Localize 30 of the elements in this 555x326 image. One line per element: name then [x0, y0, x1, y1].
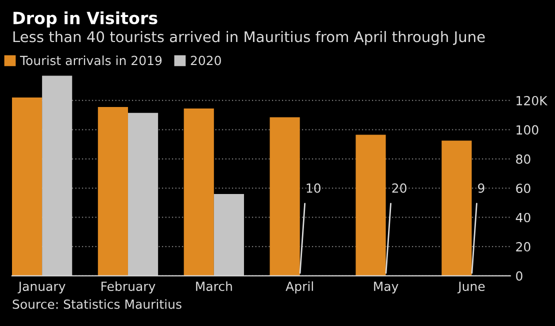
- x-tick-label: May: [374, 282, 398, 294]
- bar: [42, 76, 72, 276]
- x-tick-label: March: [196, 281, 232, 292]
- bar: [12, 98, 42, 276]
- x-tick-label: April: [286, 281, 313, 294]
- y-tick-label: 80: [516, 154, 530, 164]
- legend-label: Tourist arrivals in 2019: [20, 56, 162, 66]
- chart-title: Drop in Visitors: [14, 11, 158, 28]
- x-tick-label: February: [102, 281, 156, 294]
- y-tick-label: 120K: [516, 96, 548, 106]
- y-tick-label: 100: [516, 125, 538, 135]
- chart-subtitle: Less than 40 tourists arrived in Mauritius from April through June: [13, 30, 485, 46]
- x-tick-label: January: [18, 282, 66, 294]
- y-tick-label: 60: [516, 184, 530, 194]
- annotation: 10: [306, 183, 320, 193]
- bar: [98, 107, 128, 276]
- x-tick-label: June: [457, 282, 485, 294]
- y-tick-label: 20: [516, 242, 530, 252]
- bar: [356, 134, 386, 276]
- bar: [442, 140, 472, 276]
- y-tick-label: 40: [516, 212, 530, 222]
- annotation: 9: [478, 183, 484, 193]
- source-note: Source: Statistics Mauritius: [12, 299, 182, 309]
- bar: [214, 194, 244, 276]
- bar: [128, 112, 158, 276]
- legend-label: 2020: [190, 56, 221, 66]
- bar: [270, 117, 300, 276]
- bar: [184, 108, 214, 276]
- y-tick-label: 0: [516, 271, 522, 281]
- annotation: 20: [392, 183, 406, 193]
